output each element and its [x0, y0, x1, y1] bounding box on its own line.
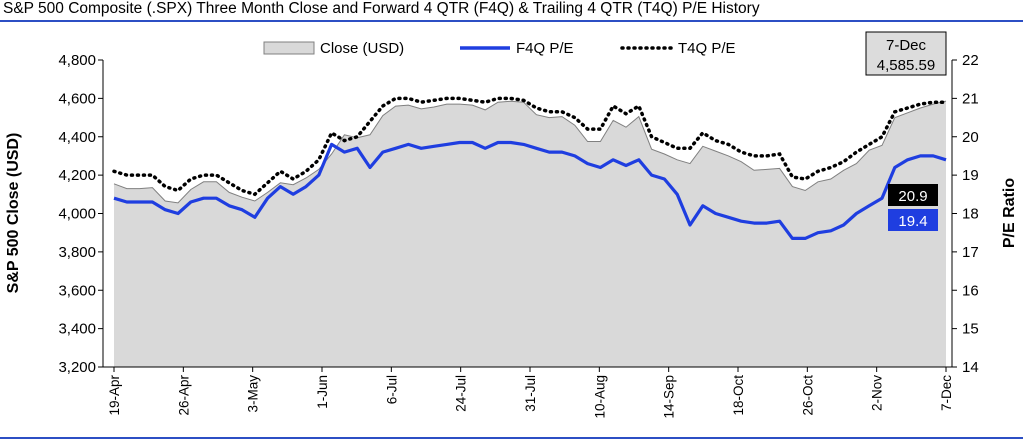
- annotation-close-value: 4,585.59: [877, 57, 935, 74]
- x-tick-label: 10-Aug: [592, 375, 607, 419]
- f4q-last-value: 19.4: [898, 213, 927, 230]
- close-area: [114, 101, 946, 367]
- y2-tick-label: 14: [962, 359, 979, 376]
- y-tick-label: 4,400: [58, 129, 96, 146]
- close-edge: [113, 100, 947, 204]
- y-tick-label: 4,200: [58, 167, 96, 184]
- x-tick-label: 31-Jul: [523, 375, 538, 412]
- x-tick-label: 7-Dec: [939, 375, 954, 411]
- y-axis-title: S&P 500 Close (USD): [5, 133, 22, 294]
- left-axis: 3,200 3,400 3,600 3,800 4,000 4,200 4,400 4,600…: [58, 52, 104, 376]
- legend-label-close: Close (USD): [320, 40, 404, 57]
- last-value-tags: 20.9 19.4: [888, 184, 938, 231]
- right-axis: 14 15 16 17 18 19 20 21 22: [951, 52, 979, 376]
- legend-label-f4q: F4Q P/E: [516, 40, 574, 57]
- y2-axis-title: P/E Ratio: [1001, 178, 1018, 248]
- y2-tick-label: 19: [962, 167, 979, 184]
- y-tick-label: 4,800: [58, 52, 96, 69]
- y2-tick-label: 16: [962, 282, 979, 299]
- x-tick-label: 19-Apr: [107, 375, 122, 416]
- legend-swatch-close: [263, 41, 315, 55]
- y2-tick-label: 20: [962, 129, 979, 146]
- y2-tick-label: 21: [962, 90, 979, 107]
- f4q-line: [113, 140, 947, 240]
- y-tick-label: 3,400: [58, 321, 96, 338]
- y-tick-label: 3,600: [58, 282, 96, 299]
- y2-tick-label: 22: [962, 52, 979, 69]
- y-tick-label: 4,000: [58, 206, 96, 223]
- f4q-last-tag: [888, 209, 938, 231]
- chart-title: S&P 500 Composite (.SPX) Three Month Clo…: [3, 0, 760, 17]
- x-tick-label: 2-Nov: [870, 375, 885, 411]
- legend-label-t4q: T4Q P/E: [678, 40, 736, 57]
- x-tick-label: 18-Oct: [731, 375, 746, 416]
- x-axis: 19-Apr 26-Apr 3-May 1-Jun 6-Jul 24-Jul 31-Jul 1…: [103, 366, 954, 419]
- legend: Close (USD) F4Q P/E T4Q P/E: [263, 40, 736, 57]
- bottom-rule: [0, 437, 1023, 439]
- t4q-last-value: 20.9: [898, 188, 927, 205]
- x-tick-label: 3-May: [246, 375, 261, 413]
- plot-area: [112, 96, 948, 367]
- x-tick-label: 1-Jun: [315, 375, 330, 409]
- t4q-line: [112, 96, 948, 197]
- x-tick-label: 24-Jul: [454, 375, 469, 412]
- x-tick-label: 6-Jul: [384, 375, 399, 404]
- top-rule: [0, 20, 1023, 22]
- y-tick-label: 3,800: [58, 244, 96, 261]
- y-tick-label: 3,200: [58, 359, 96, 376]
- annotation-date: 7-Dec: [886, 37, 927, 54]
- y2-tick-label: 17: [962, 244, 979, 261]
- y2-tick-label: 18: [962, 206, 979, 223]
- last-close-annotation: 7-Dec 4,585.59: [865, 31, 947, 76]
- x-tick-label: 26-Apr: [176, 375, 191, 416]
- y-tick-label: 4,600: [58, 90, 96, 107]
- t4q-last-tag: [888, 184, 938, 206]
- x-tick-label: 14-Sep: [662, 375, 677, 419]
- x-tick-label: 26-Oct: [800, 375, 815, 416]
- y2-tick-label: 15: [962, 321, 979, 338]
- annotation-box: [865, 31, 947, 76]
